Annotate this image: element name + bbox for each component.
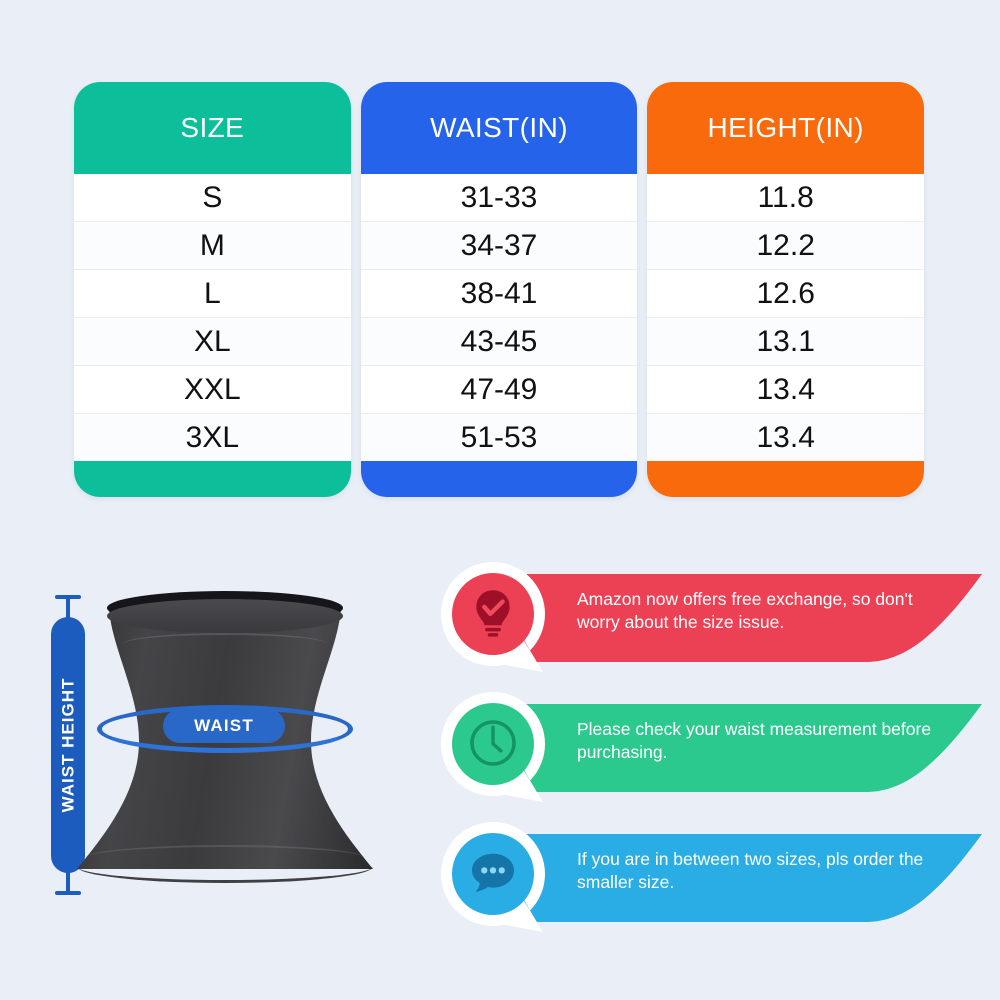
table-cell: 11.8 xyxy=(647,174,925,222)
column-body-height: 11.8 12.2 12.6 13.1 13.4 13.4 xyxy=(647,174,925,461)
waist-measurement-ring-front-icon xyxy=(97,705,353,753)
column-body-waist: 31-33 34-37 38-41 43-45 47-49 51-53 xyxy=(360,174,638,461)
info-banner-shape xyxy=(493,834,982,922)
table-cell: 43-45 xyxy=(360,318,638,366)
table-cell: 12.2 xyxy=(647,222,925,270)
info-banner-list: Amazon now offers free exchange, so don'… xyxy=(437,558,982,958)
table-column-size: SIZE S M L XL XXL 3XL xyxy=(74,82,351,497)
info-banner-text: Amazon now offers free exchange, so don'… xyxy=(577,589,913,633)
table-cell: S xyxy=(74,174,351,222)
info-banner: If you are in between two sizes, pls ord… xyxy=(437,818,982,936)
waist-pill: WAIST xyxy=(163,709,285,743)
gauge-stem-bottom-icon xyxy=(66,871,70,895)
table-cell: XXL xyxy=(74,366,351,414)
belt-top-rim xyxy=(107,599,343,633)
table-cell: XL xyxy=(74,318,351,366)
table-cell: 38-41 xyxy=(360,270,638,318)
table-column-waist: WAIST(IN) 31-33 34-37 38-41 43-45 47-49 51-53 xyxy=(360,82,638,497)
table-cell: M xyxy=(74,222,351,270)
table-column-height: HEIGHT(IN) 11.8 12.2 12.6 13.1 13.4 13.4 xyxy=(647,82,925,497)
column-footer-waist xyxy=(360,461,638,497)
lightbulb-check-icon xyxy=(465,585,521,641)
table-cell: 51-53 xyxy=(360,414,638,461)
info-banner-text: If you are in between two sizes, pls ord… xyxy=(577,849,924,893)
table-cell: 47-49 xyxy=(360,366,638,414)
chat-bubble-icon xyxy=(465,845,521,901)
table-cell: 31-33 xyxy=(360,174,638,222)
column-body-size: S M L XL XXL 3XL xyxy=(74,174,351,461)
belt-seam-top xyxy=(123,633,327,655)
info-banner: Please check your waist measurement befo… xyxy=(437,688,982,806)
table-cell: 13.4 xyxy=(647,414,925,461)
belt-bottom-edge xyxy=(77,850,373,883)
table-cell: 12.6 xyxy=(647,270,925,318)
waist-height-measurement-gauge: WAIST HEIGHT xyxy=(48,595,88,895)
waist-height-pill: WAIST HEIGHT xyxy=(51,617,85,873)
column-footer-height xyxy=(647,461,925,497)
size-chart-table: SIZE S M L XL XXL 3XL WAIST(IN) 31-33 34-37 38-41 4… xyxy=(74,82,925,497)
table-cell: 13.1 xyxy=(647,318,925,366)
info-banner-shape xyxy=(493,704,982,792)
table-cell: 13.4 xyxy=(647,366,925,414)
table-cell: 3XL xyxy=(74,414,351,461)
table-cell: L xyxy=(74,270,351,318)
gauge-stem-top-icon xyxy=(66,595,70,619)
clock-icon xyxy=(465,715,521,771)
waist-label: WAIST xyxy=(194,716,254,735)
column-footer-size xyxy=(74,461,351,497)
table-cell: 34-37 xyxy=(360,222,638,270)
info-banner: Amazon now offers free exchange, so don'… xyxy=(437,558,982,676)
belt-seam-bottom xyxy=(85,845,365,871)
column-header-size: SIZE xyxy=(74,82,351,174)
column-header-waist: WAIST(IN) xyxy=(360,82,638,174)
column-header-height: HEIGHT(IN) xyxy=(647,82,925,174)
info-banner-text: Please check your waist measurement befo… xyxy=(577,719,932,763)
info-banner-shape xyxy=(493,574,982,662)
product-illustration: WAIST HEIGHT WAIST xyxy=(20,575,420,915)
waist-trainer-belt-graphic: WAIST xyxy=(75,587,375,887)
